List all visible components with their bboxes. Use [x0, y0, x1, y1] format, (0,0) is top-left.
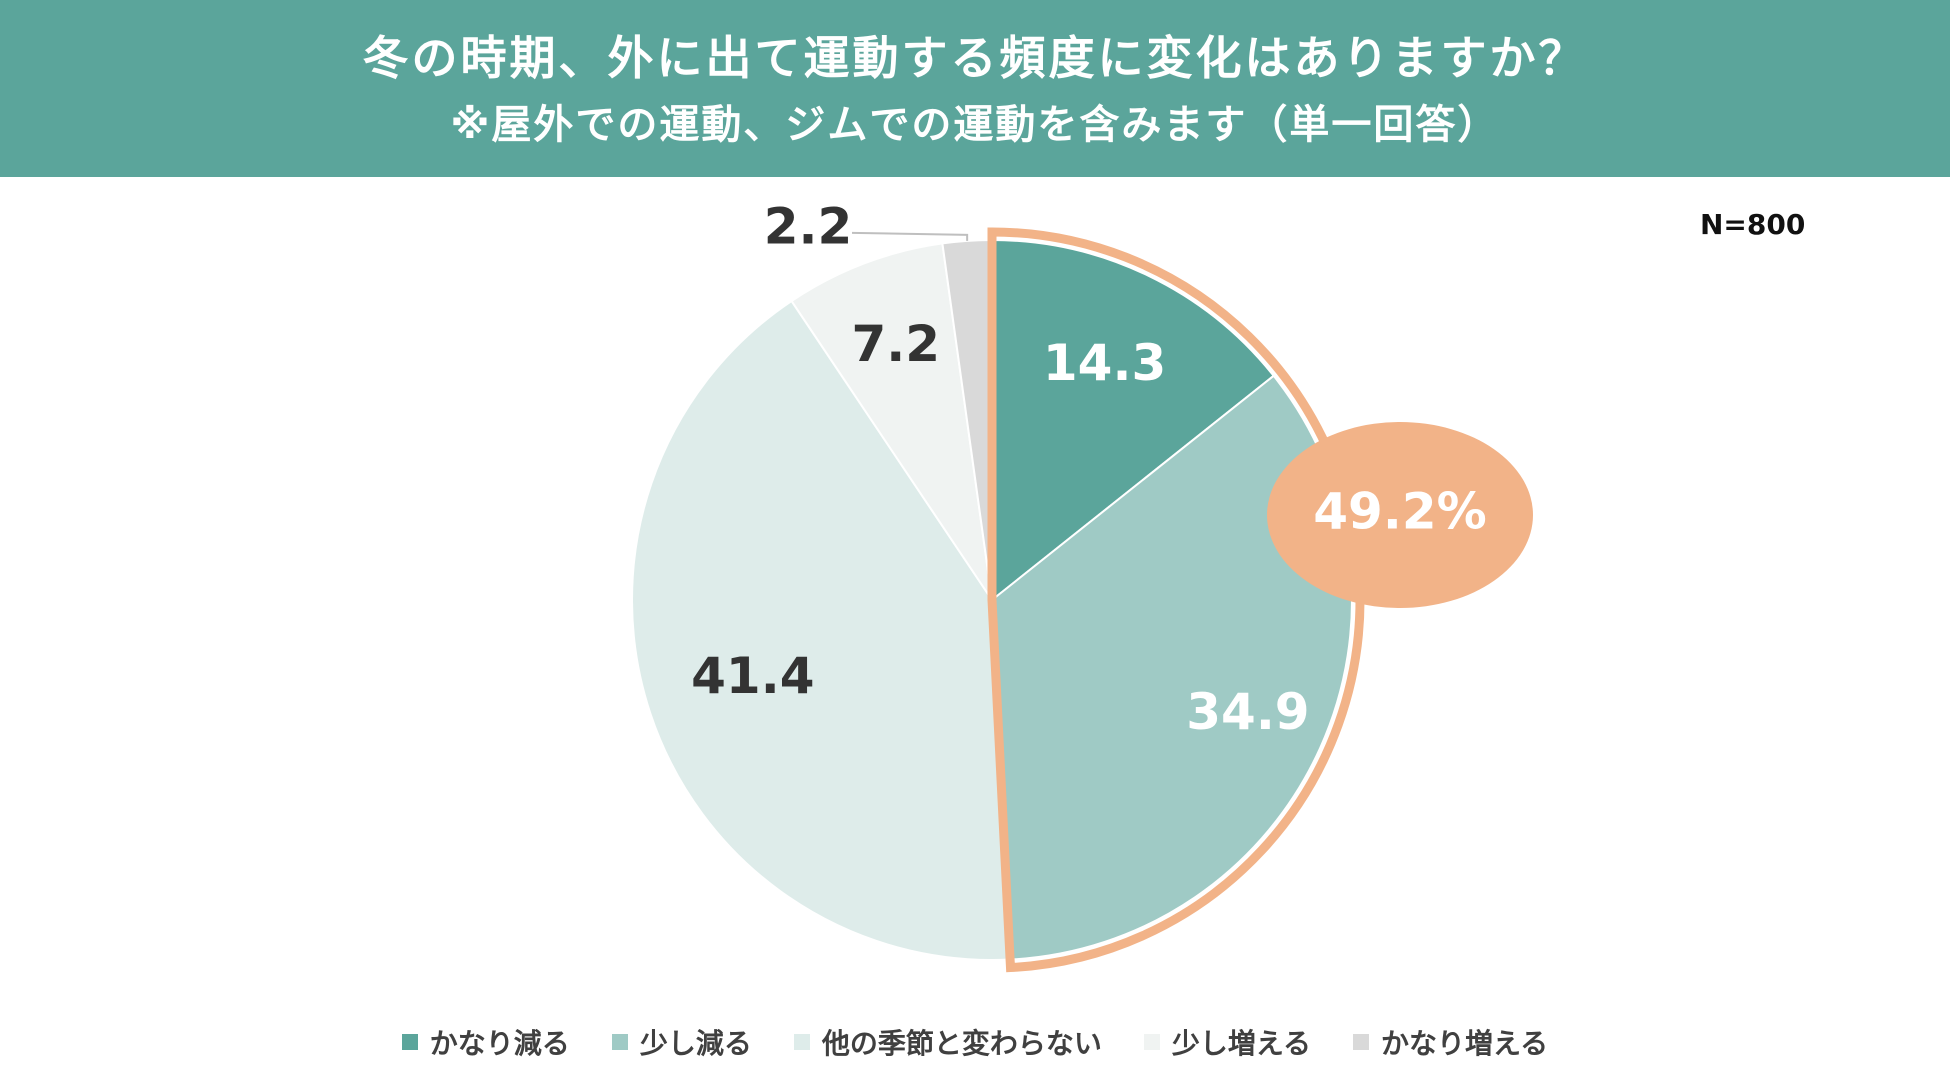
slice-value-label-5: 2.2	[764, 198, 853, 256]
slice-value-label-4: 7.2	[851, 315, 940, 373]
legend-label: かなり減る	[429, 1027, 570, 1060]
highlight-total-label: 49.2%	[1313, 483, 1486, 541]
legend-label: 他の季節と変わらない	[821, 1027, 1102, 1060]
pie-slice-3	[631, 299, 1012, 961]
legend-swatch	[793, 1034, 810, 1050]
chart-title: 冬の時期、外に出て運動する頻度に変化はありますか？	[362, 31, 1588, 85]
slice-value-label-1: 14.3	[1043, 334, 1166, 392]
slice-value-label-2: 34.9	[1186, 683, 1309, 741]
legend-item-3: 他の季節と変わらない	[793, 1022, 1102, 1062]
pie-slice-1	[991, 238, 1276, 603]
leader-line	[851, 231, 969, 241]
slice-value-label-3: 41.4	[691, 647, 814, 705]
highlight-total-bubble	[1267, 422, 1533, 608]
pie-slice-4	[790, 242, 993, 601]
legend-item-2: 少し減る	[611, 1022, 752, 1062]
legend-swatch	[401, 1034, 418, 1050]
legend-label: 少し増える	[1171, 1027, 1312, 1060]
legend-item-1: かなり減る	[401, 1022, 570, 1062]
legend-label: かなり増える	[1381, 1027, 1549, 1060]
pie-chart: 14.3 34.9 41.4 7.2 2.2 49.2%	[631, 198, 1533, 973]
legend-item-5: かなり増える	[1353, 1022, 1548, 1062]
legend-item-4: 少し増える	[1143, 1022, 1312, 1062]
legend-label: 少し減る	[639, 1027, 752, 1060]
legend-swatch	[1353, 1034, 1370, 1050]
sample-size: N=800	[1700, 208, 1806, 241]
chart-header: 冬の時期、外に出て運動する頻度に変化はありますか？ ※屋外での運動、ジムでの運動…	[0, 0, 1950, 177]
legend-swatch	[611, 1034, 628, 1050]
chart-subtitle: ※屋外での運動、ジムでの運動を含みます（単一回答）	[450, 102, 1500, 148]
legend-swatch	[1143, 1034, 1160, 1050]
chart-legend: かなり減る 少し減る 他の季節と変わらない 少し増える かなり増える	[0, 1022, 1950, 1062]
